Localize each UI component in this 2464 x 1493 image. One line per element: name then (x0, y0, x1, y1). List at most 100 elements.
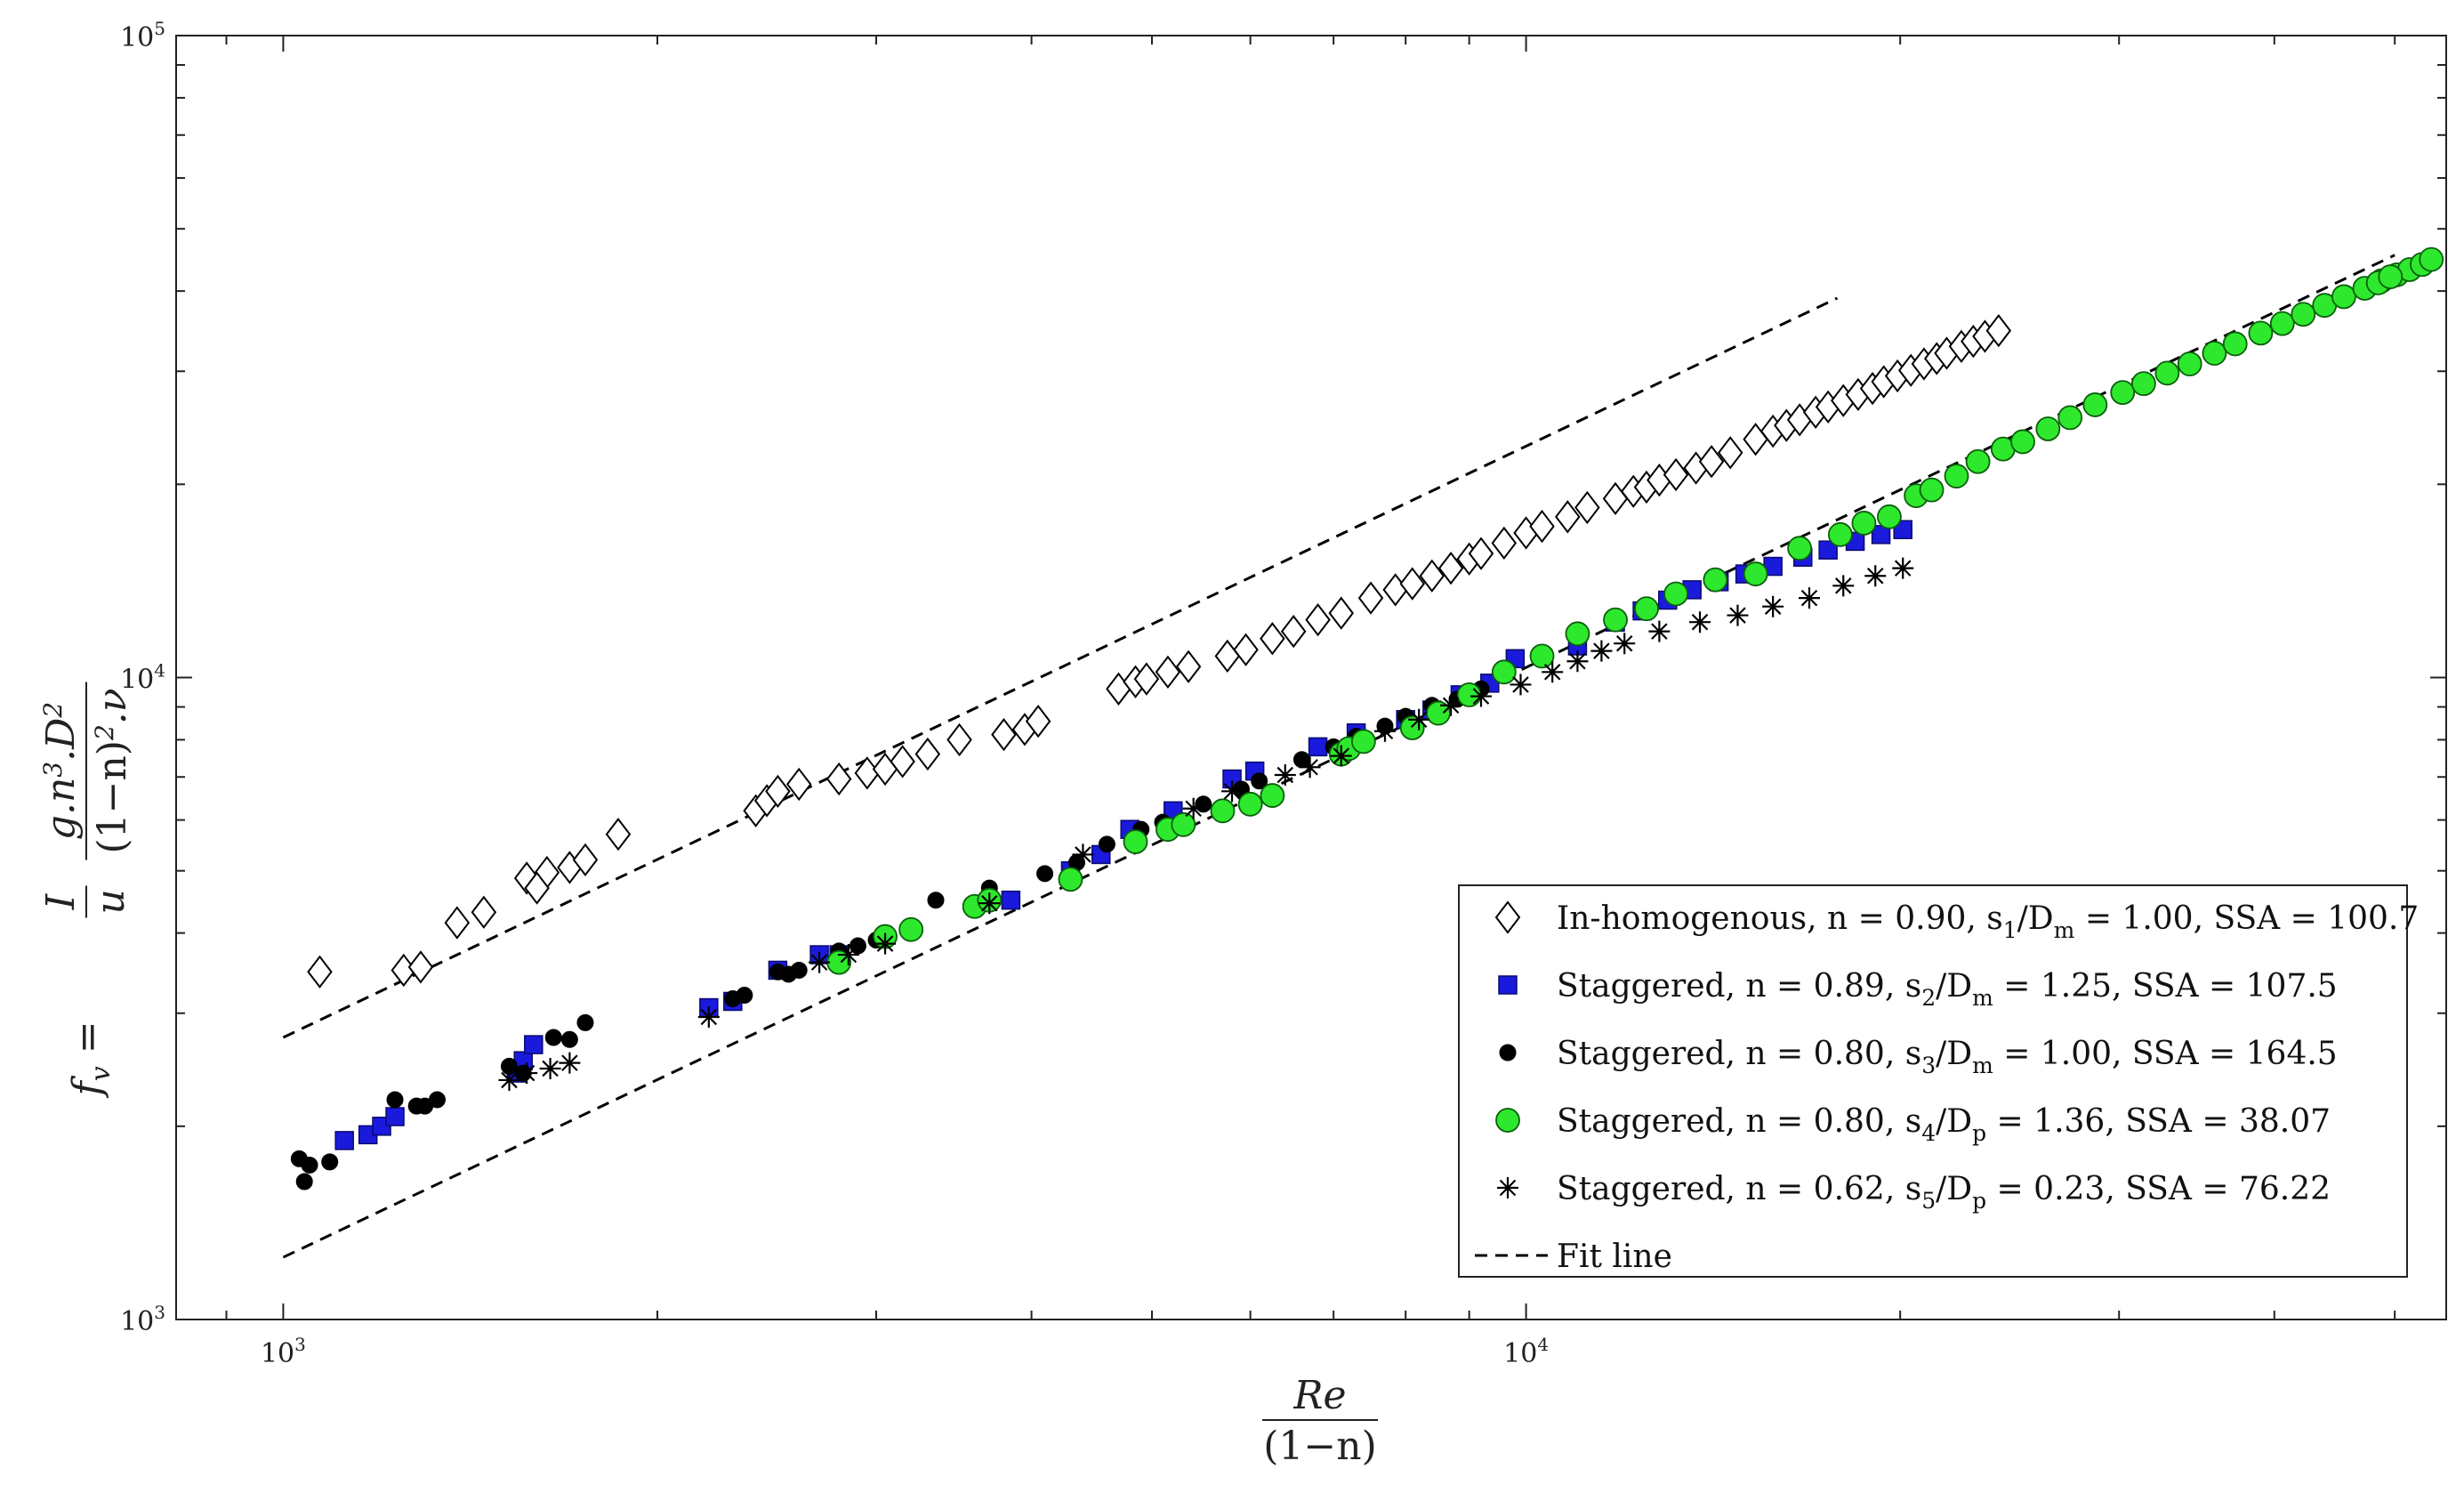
data-point (1689, 611, 1711, 634)
data-point (1350, 729, 1376, 755)
x-tick-label: 103 (261, 1334, 306, 1369)
legend-item-fit_line: Fit line (1475, 1239, 1672, 1275)
data-point (576, 1013, 594, 1031)
data-point (321, 1153, 339, 1171)
data-point (1305, 602, 1331, 637)
data-point (1634, 596, 1659, 622)
data-point (1566, 650, 1589, 673)
data-point (2177, 351, 2202, 376)
data-point (498, 1069, 520, 1091)
data-point (2419, 246, 2444, 272)
legend-label-staggered_062: Staggered, n = 0.62, s5/Dp = 0.23, SSA =… (1557, 1171, 2331, 1214)
data-point (1698, 445, 1725, 479)
legend-label-staggered_080_s3: Staggered, n = 0.80, s3/Dm = 1.00, SSA =… (1557, 1036, 2338, 1078)
data-point (2248, 320, 2274, 346)
data-point (1330, 745, 1352, 767)
data-point (1663, 581, 1688, 607)
data-point (1614, 633, 1636, 655)
data-point (1468, 537, 1494, 570)
data-point (898, 916, 924, 942)
data-point (385, 1107, 405, 1126)
legend-item-staggered_089: Staggered, n = 0.89, s2/Dm = 1.25, SSA =… (1498, 968, 2338, 1011)
data-point (1893, 520, 1912, 539)
data-point (874, 932, 897, 955)
x-axis-label-numerator: Re (1292, 1373, 1346, 1418)
data-point (516, 1062, 538, 1085)
data-point (1565, 621, 1590, 647)
data-point (1155, 655, 1181, 689)
legend-item-inhomogenous: In-homogenous, n = 0.90, s1/Dm = 1.00, S… (1494, 900, 2419, 943)
y-axis-label-frac1-num: I (38, 892, 84, 910)
data-point (2222, 331, 2248, 357)
data-point (1787, 536, 1813, 561)
data-point (890, 745, 915, 779)
legend-swatch-inhomogenous (1494, 900, 1521, 934)
data-point (1437, 552, 1464, 585)
data-point (1058, 867, 1083, 892)
data-point (1864, 565, 1887, 587)
data-point (2082, 392, 2108, 417)
data-point (1555, 500, 1581, 534)
data-point (1328, 596, 1355, 630)
data-point (1419, 559, 1445, 593)
data-point (991, 717, 1017, 752)
data-point (1210, 798, 1236, 824)
legend-label-staggered_089: Staggered, n = 0.89, s2/Dm = 1.25, SSA =… (1557, 968, 2338, 1011)
data-point (2110, 380, 2136, 406)
data-point (1280, 614, 1307, 649)
data-point (765, 774, 791, 808)
legend-swatch-staggered_080_s3 (1499, 1044, 1517, 1061)
legend-item-staggered_080_s4: Staggered, n = 0.80, s4/Dp = 1.36, SSA =… (1495, 1103, 2331, 1146)
data-point (444, 906, 471, 940)
data-point (471, 895, 497, 929)
data-point (837, 944, 859, 966)
data-point (809, 951, 831, 973)
series-staggered_080_s4 (826, 246, 2444, 975)
series-inhomogenous (307, 314, 2012, 989)
data-point (1098, 835, 1115, 853)
data-point (1426, 700, 1451, 726)
legend-item-staggered_080_s3: Staggered, n = 0.80, s3/Dm = 1.00, SSA =… (1499, 1036, 2338, 1078)
legend-swatch-staggered_089 (1498, 975, 1518, 995)
data-point (2035, 416, 2061, 441)
legend: In-homogenous, n = 0.90, s1/Dm = 1.00, S… (1458, 884, 2419, 1278)
data-point (1542, 661, 1564, 683)
data-point (1399, 567, 1425, 601)
legend-box (1458, 884, 2408, 1278)
data-point (539, 1057, 561, 1079)
legend-swatch-staggered_062 (1497, 1177, 1518, 1198)
data-point (1892, 557, 1914, 579)
data-point (560, 1030, 578, 1048)
y-axis-label-frac2-num: g.n3.D2 (38, 702, 84, 840)
data-point (1123, 829, 1148, 854)
data-point (697, 1005, 720, 1028)
data-point (2057, 405, 2083, 431)
data-point (1717, 436, 1743, 470)
data-point (1440, 694, 1462, 716)
legend-label-inhomogenous: In-homogenous, n = 0.90, s1/Dm = 1.00, S… (1557, 900, 2419, 943)
data-point (559, 1052, 581, 1074)
data-point (1175, 650, 1202, 683)
data-point (1491, 659, 1517, 685)
data-point (736, 987, 753, 1005)
y-axis-label-frac2-den: (1−n)2.ν (90, 688, 135, 853)
data-point (1260, 783, 1285, 808)
data-point (572, 843, 599, 877)
data-marks (282, 246, 2444, 1259)
data-point (1818, 540, 1838, 560)
data-point (1274, 764, 1296, 787)
data-point (1574, 490, 1600, 525)
data-point (1727, 604, 1749, 626)
data-point (2291, 302, 2316, 327)
y-axis-label-lhs: fv = (65, 1021, 117, 1098)
y-axis-label-frac1-den: u (88, 889, 133, 914)
data-point (1374, 720, 1396, 742)
data-point (2269, 311, 2295, 336)
data-point (301, 1156, 318, 1174)
fit-line-1 (282, 296, 1839, 1039)
data-point (1832, 575, 1855, 597)
data-point (428, 1091, 446, 1109)
data-point (790, 961, 808, 979)
